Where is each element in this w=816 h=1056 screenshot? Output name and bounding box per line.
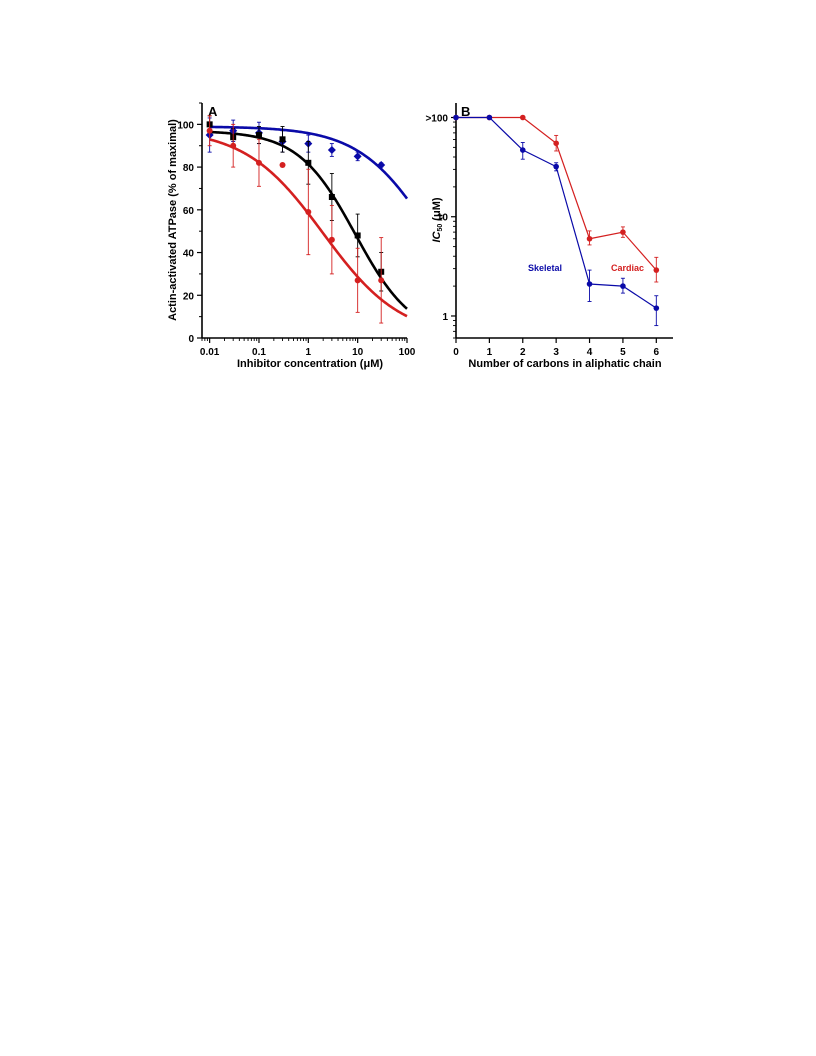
y-tick-label: 100 <box>177 120 194 131</box>
data-point <box>519 147 526 153</box>
panel-b-label: B <box>461 104 470 119</box>
data-point <box>553 140 559 147</box>
x-tick-label: 4 <box>587 347 593 358</box>
panel-a-ticks: 0 20 40 60 80 100 0.01 0.1 1 10 100 <box>177 102 416 358</box>
data-point <box>453 114 459 121</box>
data-point <box>553 163 559 170</box>
data-point <box>586 235 593 242</box>
data-point <box>230 142 237 149</box>
y-tick-label: >100 <box>425 114 448 125</box>
x-tick-label: 0.1 <box>252 347 266 358</box>
y-tick-label: 10 <box>437 213 449 224</box>
x-tick-label: 10 <box>352 347 364 358</box>
panel-a-x-axis-title: Inhibitor concentration (μM) <box>237 358 383 370</box>
data-point <box>586 281 593 287</box>
data-point <box>354 277 361 284</box>
x-tick-label: 100 <box>399 347 416 358</box>
panel-a-label: A <box>208 104 218 119</box>
x-tick-label: 1 <box>306 347 312 358</box>
panel-b-series <box>453 114 660 327</box>
panel-b-y-axis-title-sub: 50 <box>437 224 444 232</box>
x-tick-label: 0 <box>453 347 459 358</box>
data-point <box>327 146 336 154</box>
x-tick-label: 1 <box>487 347 493 358</box>
panel-a-data-points <box>205 115 386 324</box>
series-label-skeletal: Skeletal <box>528 263 562 273</box>
x-tick-label: 3 <box>553 347 559 358</box>
y-tick-label: 20 <box>183 291 195 302</box>
x-tick-label: 0.01 <box>200 347 220 358</box>
panel-b-x-axis-title: Number of carbons in aliphatic chain <box>468 358 661 370</box>
data-point <box>206 127 213 134</box>
y-tick-label: 80 <box>183 163 195 174</box>
panel-b-y-axis-title: IC50 (μM) <box>431 197 444 242</box>
data-point <box>255 159 262 166</box>
y-tick-label: 0 <box>188 334 194 345</box>
series-label-cardiac: Cardiac <box>611 263 644 273</box>
panel-b-y-axis-title-unit: (μM) <box>431 197 443 224</box>
panel-b: B 0 1 2 3 4 5 6 >100 10 1 Skeletal Cardiac Number… <box>425 103 673 370</box>
data-point <box>378 277 385 284</box>
data-point <box>305 208 312 215</box>
fit-curve <box>209 125 409 200</box>
data-point <box>279 136 286 143</box>
y-tick-label: 60 <box>183 206 195 217</box>
data-point <box>620 283 626 289</box>
panel-b-ticks: 0 1 2 3 4 5 6 >100 10 1 <box>425 114 659 358</box>
data-point <box>328 236 335 243</box>
y-tick-label: 1 <box>442 312 448 323</box>
data-point <box>653 305 660 311</box>
panel-b-y-axis-title-main: IC <box>431 230 443 242</box>
data-point <box>305 159 312 166</box>
panel-a: A 0 20 40 60 80 100 0.01 0.1 1 10 100 Inhibitor co… <box>167 102 416 370</box>
data-point <box>653 267 660 273</box>
data-point <box>519 114 526 121</box>
x-tick-label: 5 <box>620 347 626 358</box>
panel-a-y-axis-title: Actin-activated ATPase (% of maximal) <box>167 119 179 321</box>
data-point <box>377 160 386 169</box>
data-point <box>486 114 493 121</box>
x-tick-label: 6 <box>654 347 660 358</box>
data-point <box>620 229 626 235</box>
data-point <box>255 132 262 139</box>
data-point <box>354 232 361 239</box>
data-point <box>328 194 335 200</box>
data-point <box>353 152 362 161</box>
x-tick-label: 2 <box>520 347 526 358</box>
data-point <box>279 161 286 168</box>
y-tick-label: 40 <box>183 249 195 260</box>
